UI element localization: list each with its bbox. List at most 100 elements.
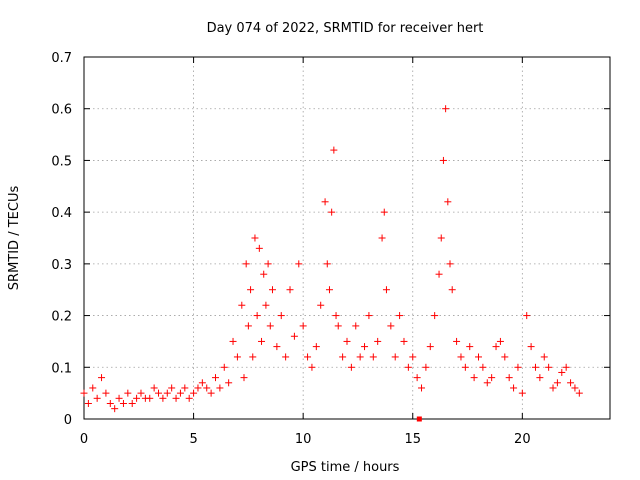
data-point — [404, 363, 412, 371]
y-axis-label: SRMTID / TECUs — [7, 186, 22, 291]
data-point — [553, 379, 561, 387]
data-point — [273, 343, 281, 351]
data-point — [461, 363, 469, 371]
data-point — [266, 322, 274, 330]
data-point — [312, 343, 320, 351]
data-point — [483, 379, 491, 387]
data-point — [409, 353, 417, 361]
data-point — [545, 363, 553, 371]
data-point — [229, 337, 237, 345]
data-point — [253, 312, 261, 320]
data-point — [387, 322, 395, 330]
data-point — [339, 353, 347, 361]
data-point — [571, 384, 579, 392]
x-tick-label: 20 — [514, 432, 531, 447]
data-point — [220, 363, 228, 371]
data-point — [365, 312, 373, 320]
data-point — [260, 270, 268, 278]
data-point — [540, 353, 548, 361]
data-point — [225, 379, 233, 387]
chart-title: Day 074 of 2022, SRMTID for receiver her… — [207, 21, 484, 36]
baseline-marker — [416, 416, 422, 422]
data-point — [133, 394, 141, 402]
data-point — [378, 234, 386, 242]
data-point — [163, 389, 171, 397]
data-point — [106, 399, 114, 407]
data-point — [448, 286, 456, 294]
data-point — [277, 312, 285, 320]
data-point — [501, 353, 509, 361]
data-point — [295, 260, 303, 268]
grid-lines — [84, 57, 610, 419]
data-point — [492, 343, 500, 351]
data-point — [418, 384, 426, 392]
data-point — [442, 105, 450, 113]
data-point — [98, 374, 106, 382]
data-point — [527, 343, 535, 351]
data-point — [190, 389, 198, 397]
data-point — [119, 399, 127, 407]
data-point — [240, 374, 248, 382]
data-point — [159, 394, 167, 402]
data-point — [299, 322, 307, 330]
data-point — [475, 353, 482, 361]
data-point — [264, 260, 272, 268]
data-point — [321, 198, 329, 206]
data-point — [479, 363, 487, 371]
x-tick-label: 0 — [80, 432, 88, 447]
data-point — [115, 394, 123, 402]
data-point — [488, 374, 496, 382]
data-point — [212, 374, 219, 382]
data-point — [330, 146, 338, 154]
axis-ticks: 0 5 10 15 20 0 0.1 0.2 0.3 0.4 0.5 0.6 0.7 — [51, 51, 610, 447]
data-point — [198, 379, 206, 387]
y-tick-label: 0.6 — [51, 103, 72, 118]
y-tick-label: 0.4 — [51, 206, 72, 221]
data-point — [290, 332, 298, 340]
data-point — [181, 384, 189, 392]
data-point — [282, 353, 290, 361]
data-point — [422, 363, 430, 371]
data-point — [437, 234, 445, 242]
data-point — [382, 286, 390, 294]
data-point — [435, 270, 443, 278]
data-point — [111, 405, 119, 413]
data-point — [413, 374, 421, 382]
data-point — [238, 301, 246, 309]
data-point — [249, 353, 257, 361]
data-points — [80, 105, 583, 422]
data-point — [531, 363, 539, 371]
data-point — [176, 389, 184, 397]
data-point — [444, 198, 452, 206]
data-point — [80, 389, 88, 397]
data-point — [439, 156, 447, 164]
data-point — [453, 337, 461, 345]
data-point — [352, 322, 360, 330]
data-point — [308, 363, 316, 371]
data-point — [262, 301, 270, 309]
data-point — [510, 384, 518, 392]
data-point — [549, 384, 557, 392]
data-point — [128, 399, 136, 407]
data-point — [146, 394, 154, 402]
data-point — [374, 337, 382, 345]
y-tick-label: 0.3 — [51, 258, 72, 273]
data-point — [396, 312, 404, 320]
data-point — [244, 322, 252, 330]
data-point — [426, 343, 434, 351]
data-point — [391, 353, 399, 361]
data-point — [258, 337, 266, 345]
data-point — [457, 353, 465, 361]
data-point — [268, 286, 276, 294]
y-tick-label: 0 — [64, 413, 72, 428]
data-point — [216, 384, 224, 392]
data-point — [325, 286, 333, 294]
data-point — [194, 384, 202, 392]
x-tick-label: 15 — [404, 432, 421, 447]
data-point — [369, 353, 377, 361]
data-point — [446, 260, 454, 268]
data-point — [328, 208, 336, 216]
plot-frame — [83, 56, 611, 420]
data-point — [466, 343, 474, 351]
x-axis-label: GPS time / hours — [291, 460, 400, 475]
